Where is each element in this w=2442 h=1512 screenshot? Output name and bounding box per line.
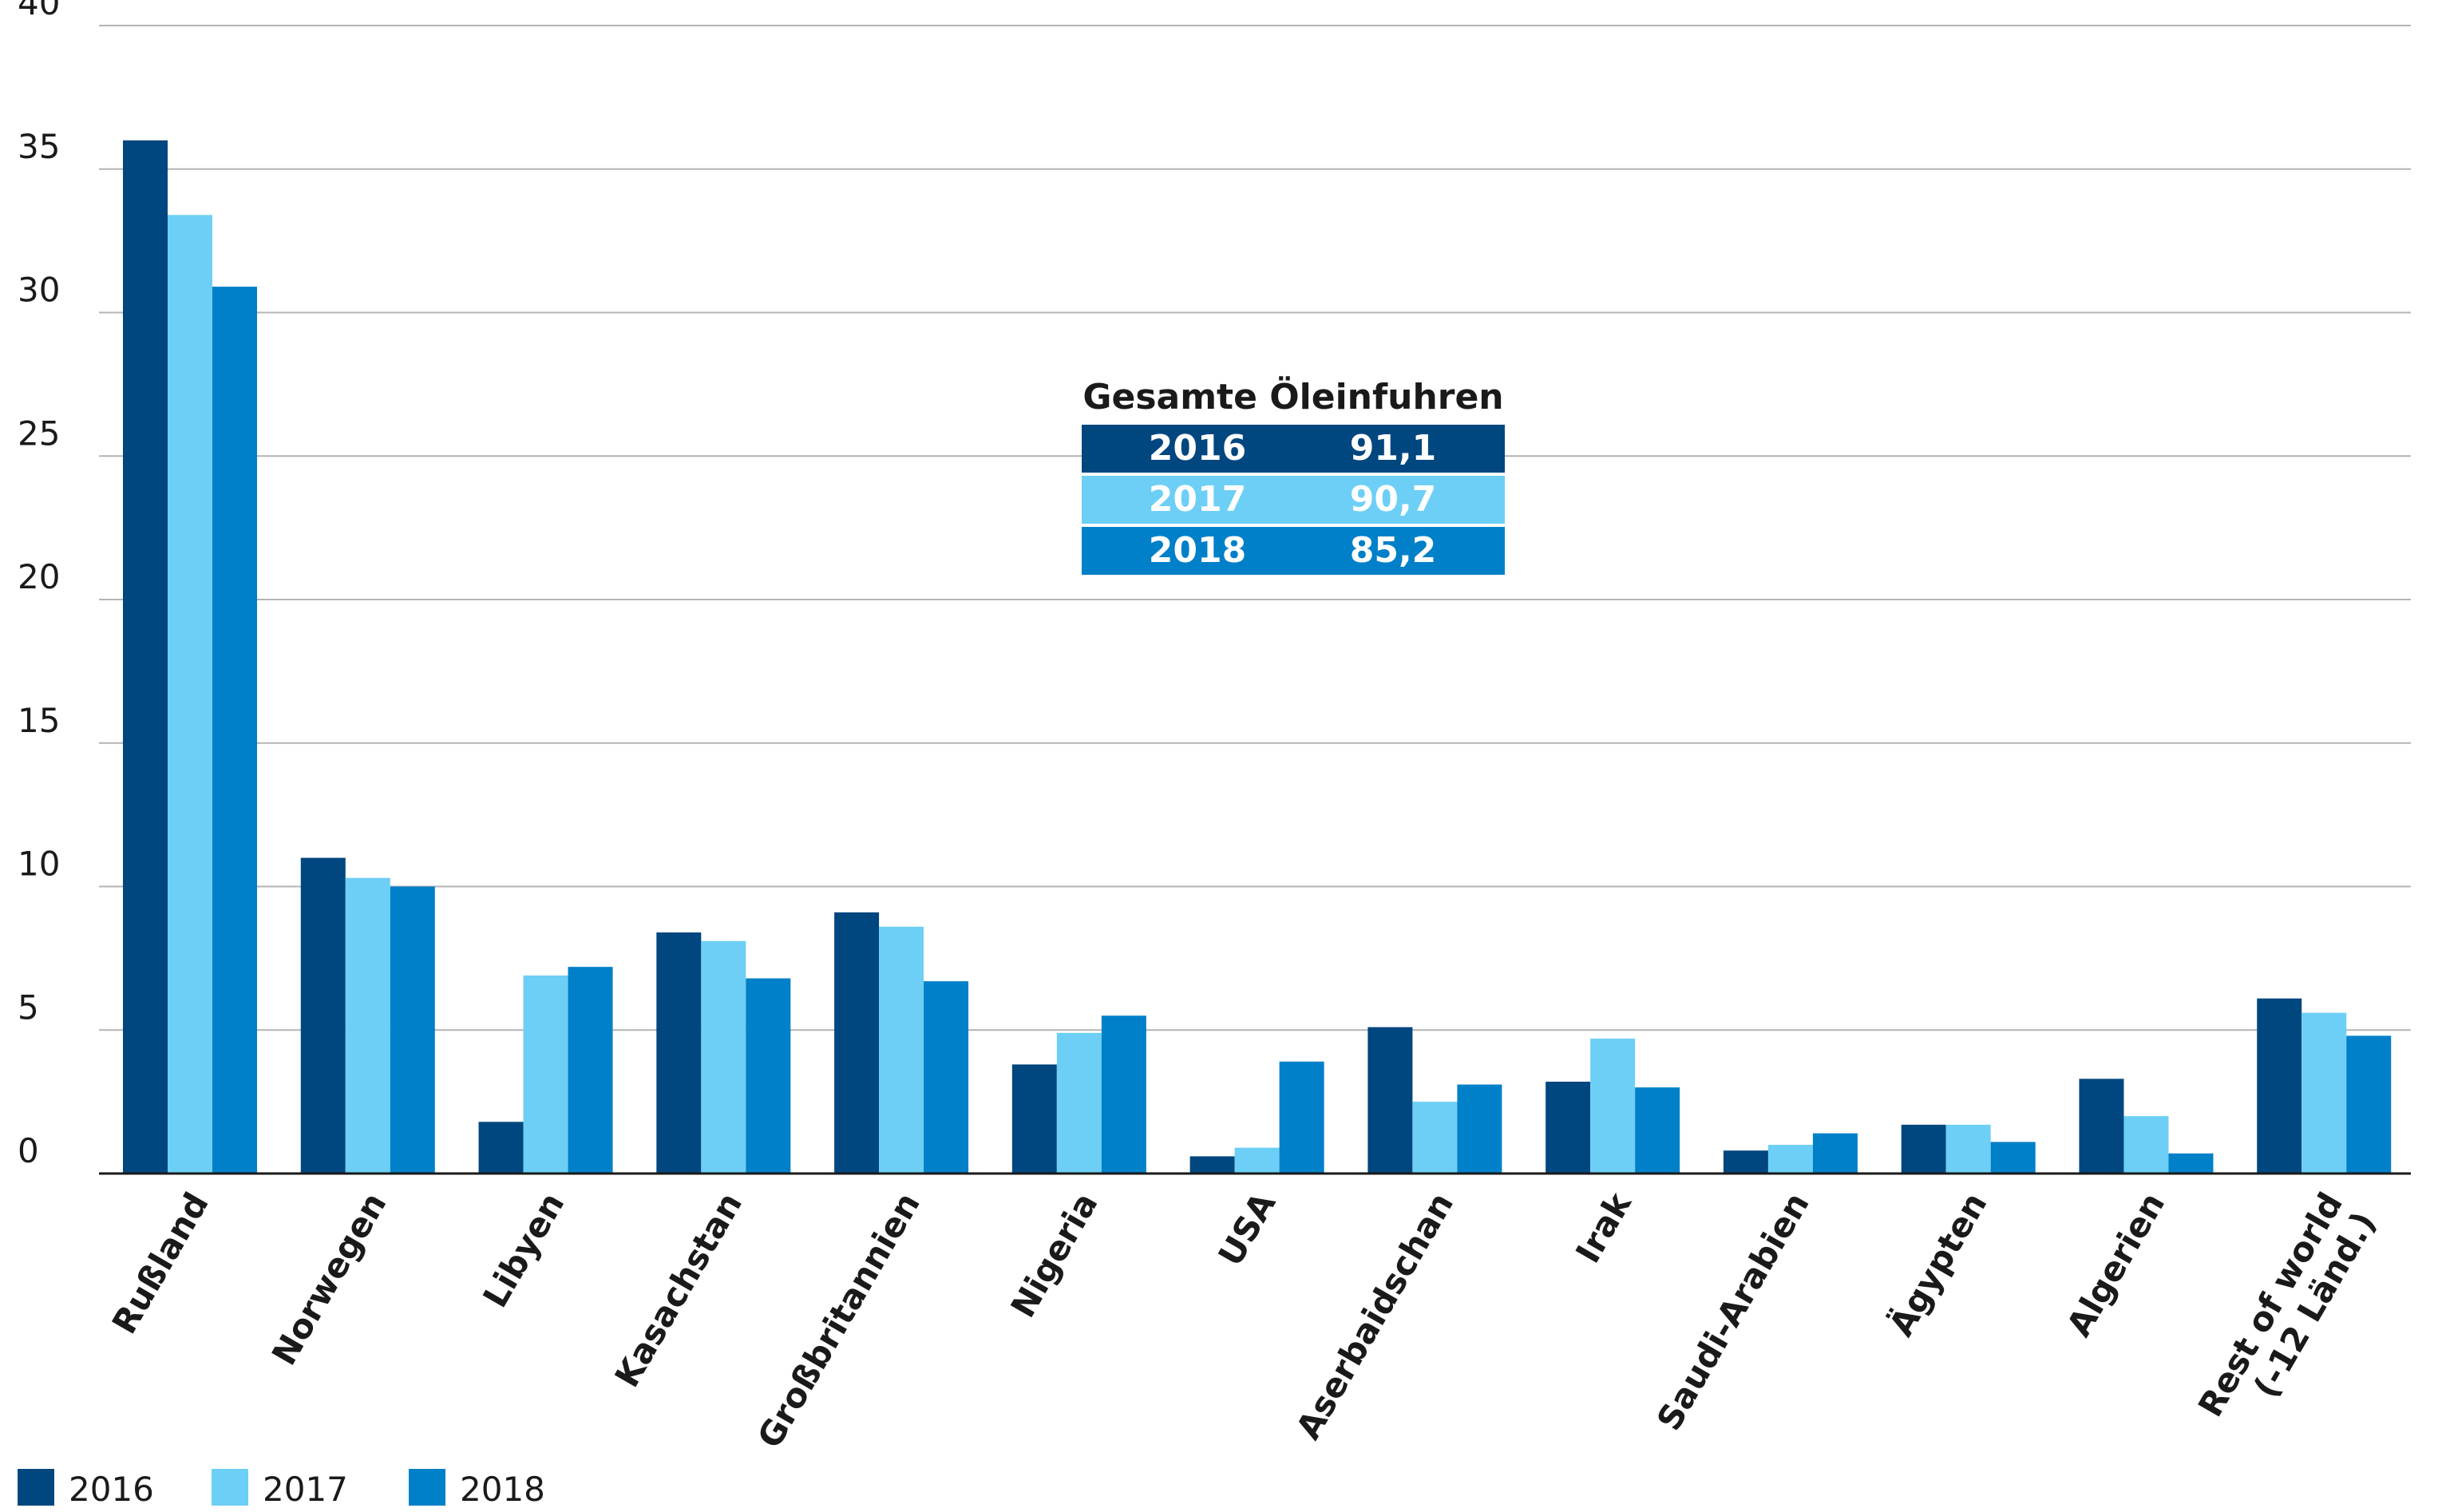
legend-label-2017: 2017 (263, 1470, 348, 1509)
bar-2016-7 (1367, 1027, 1413, 1174)
legend-swatch-2016 (18, 1469, 54, 1506)
summary-table-rows: 2016 91,1 2017 90,7 2018 85,2 (1082, 425, 1505, 575)
bar-2016-10 (1901, 1124, 1946, 1174)
bar-2017-3 (701, 940, 746, 1174)
bar-2016-9 (1723, 1150, 1768, 1174)
y-tick-label: 40 (18, 0, 60, 22)
x-tick-label: Algerien (2059, 1186, 2172, 1344)
bar-2016-11 (2079, 1079, 2124, 1174)
x-tick-label-line: Libyen (475, 1186, 572, 1314)
bar-2018-1 (390, 886, 435, 1174)
bar-2018-9 (1812, 1133, 1858, 1174)
summary-year: 2016 (1149, 428, 1246, 469)
x-tick-label-line: Großbritannien (750, 1186, 928, 1455)
summary-value: 85,2 (1350, 530, 1437, 571)
x-axis-ticks: Rußland Norwegen Libyen Kasachstan Großbrita… (105, 1185, 2384, 1455)
x-tick-label: Nigeria (1003, 1186, 1105, 1324)
x-tick-label-line: Algerien (2059, 1186, 2172, 1344)
x-tick-label-line: Kasachstan (607, 1186, 750, 1394)
bar-2018-4 (924, 981, 969, 1174)
legend: 2016 2017 2018 (18, 1469, 545, 1509)
x-tick-label: Libyen (475, 1186, 572, 1314)
x-tick-label-line: Irak (1568, 1185, 1639, 1270)
bar-2018-6 (1279, 1061, 1324, 1174)
x-tick-label: Irak (1568, 1185, 1639, 1270)
bar-2018-2 (568, 967, 613, 1174)
bar-2017-11 (2123, 1116, 2169, 1174)
summary-value: 90,7 (1350, 479, 1437, 520)
bar-2016-12 (2257, 998, 2302, 1174)
y-tick-label: 15 (18, 701, 60, 740)
bar-2018-7 (1457, 1084, 1502, 1174)
y-tick-label: 10 (18, 845, 60, 884)
bar-2018-5 (1101, 1015, 1146, 1174)
bar-2017-7 (1412, 1102, 1458, 1174)
bar-2016-3 (656, 932, 702, 1174)
bar-2016-6 (1189, 1156, 1235, 1174)
bar-2018-12 (2346, 1035, 2392, 1174)
y-tick-label: 25 (18, 414, 60, 453)
x-tick-label: Rußland (105, 1186, 216, 1341)
bar-2017-10 (1945, 1124, 1991, 1174)
summary-row-2018 (1082, 527, 1505, 575)
summary-row-2017 (1082, 476, 1505, 524)
x-tick-label: Norwegen (264, 1186, 394, 1372)
bar-2018-0 (212, 287, 257, 1174)
x-tick-label: Saudi-Arabien (1649, 1186, 1817, 1437)
bar-2017-6 (1234, 1147, 1280, 1174)
summary-value: 91,1 (1350, 428, 1437, 469)
y-tick-label: 35 (18, 127, 60, 166)
x-tick-label-line: Nigeria (1003, 1186, 1105, 1324)
bar-2017-8 (1590, 1039, 1636, 1174)
legend-label-2018: 2018 (460, 1470, 545, 1509)
summary-row-2016 (1082, 425, 1505, 473)
summary-table: Gesamte Öleinfuhren 2016 91,1 2017 90,7 2018… (1082, 375, 1505, 575)
bar-2018-11 (2168, 1153, 2214, 1174)
bar-2017-0 (168, 215, 212, 1174)
bar-2017-12 (2301, 1012, 2347, 1174)
bar-2017-4 (879, 926, 924, 1174)
y-tick-label: 5 (18, 988, 39, 1027)
x-tick-label-line: Ägypten (1881, 1185, 1995, 1343)
bar-2016-1 (300, 857, 346, 1174)
y-tick-label: 0 (18, 1131, 39, 1170)
y-axis-ticks: 0 5 10 15 20 25 30 35 40 (18, 0, 60, 1170)
x-tick-label: Rest of world(-12 Länd.) (2191, 1186, 2384, 1423)
legend-label-2016: 2016 (69, 1470, 154, 1509)
x-tick-label: Großbritannien (750, 1186, 928, 1455)
x-tick-label: Kasachstan (607, 1186, 750, 1394)
bar-2017-5 (1056, 1032, 1102, 1174)
y-tick-label: 20 (18, 557, 60, 596)
bar-2018-3 (746, 978, 791, 1174)
x-tick-label-line: Aserbaidschan (1288, 1186, 1461, 1447)
x-tick-label-line: USA (1211, 1185, 1284, 1273)
summary-table-title: Gesamte Öleinfuhren (1082, 375, 1503, 418)
summary-year: 2017 (1149, 479, 1246, 520)
bar-2018-8 (1635, 1087, 1680, 1174)
bar-2017-1 (345, 877, 390, 1174)
x-tick-label-line: Saudi-Arabien (1649, 1186, 1817, 1437)
x-tick-label-line: Rußland (105, 1186, 216, 1341)
x-tick-label-line: Norwegen (264, 1186, 394, 1372)
x-tick-label: USA (1211, 1185, 1284, 1273)
bar-2016-0 (123, 140, 168, 1174)
summary-year: 2018 (1149, 530, 1246, 571)
legend-swatch-2017 (212, 1469, 248, 1506)
bars (123, 140, 2392, 1174)
bar-2017-9 (1767, 1145, 1813, 1174)
y-tick-label: 30 (18, 271, 60, 310)
bar-2016-5 (1011, 1064, 1057, 1174)
bar-2017-2 (523, 975, 568, 1174)
x-tick-label: Aserbaidschan (1288, 1186, 1461, 1447)
bar-2016-8 (1546, 1081, 1591, 1174)
bar-2016-4 (834, 912, 880, 1174)
bar-2016-2 (478, 1122, 524, 1174)
legend-swatch-2018 (409, 1469, 445, 1506)
bar-2018-10 (1990, 1142, 2036, 1174)
x-tick-label: Ägypten (1881, 1185, 1995, 1343)
